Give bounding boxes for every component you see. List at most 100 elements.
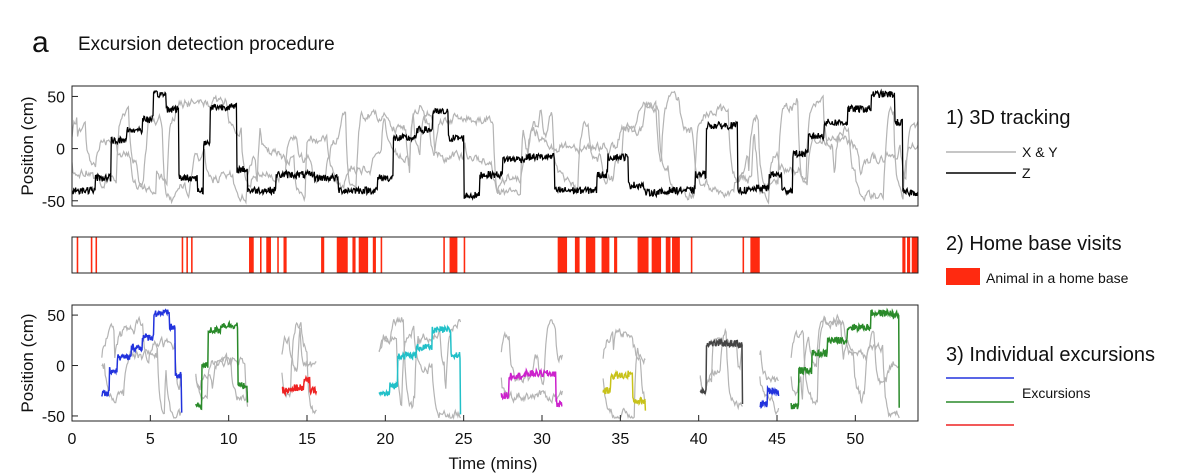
excursion-trace — [759, 384, 780, 410]
tracking-frame — [71, 85, 919, 207]
tracking-ytick-label: 50 — [47, 89, 65, 106]
excursion-xy-trace — [195, 355, 249, 407]
legend-excursions-label: Excursions — [1022, 385, 1090, 401]
home-base-visit — [742, 237, 745, 273]
home-base-visit — [665, 237, 671, 273]
excursion-traces — [101, 307, 900, 420]
x-axis-label: Time (mins) — [448, 454, 537, 473]
home-base-visit — [557, 237, 568, 273]
excursions-xtick-label: 20 — [376, 431, 394, 448]
home-base-visit — [277, 237, 279, 273]
step-home-base-label: 2) Home base visits — [946, 233, 1122, 255]
home-base-visit — [911, 237, 918, 273]
excursions-xtick-label: 30 — [533, 431, 551, 448]
excursions-xtick-label: 15 — [298, 431, 316, 448]
tracking-ytick-label: -50 — [42, 194, 65, 211]
excursions-xtick-label: 35 — [611, 431, 629, 448]
excursions-ytick-label: -50 — [42, 409, 65, 426]
home-base-visit — [672, 237, 680, 273]
excursion-trace — [378, 324, 462, 415]
home-base-visit — [463, 237, 466, 273]
step-tracking-label: 1) 3D tracking — [946, 107, 1071, 129]
excursion-xy-trace — [281, 321, 317, 415]
excursions-xtick-label: 40 — [690, 431, 708, 448]
home-base-visit — [95, 237, 98, 273]
home-base-visit — [449, 237, 458, 273]
home-base-visit — [191, 237, 193, 273]
excursions-xtick-label: 50 — [846, 431, 864, 448]
home-base-visit — [90, 237, 93, 273]
excursion-trace — [790, 307, 900, 410]
home-base-visit — [336, 237, 348, 273]
excursion-trace — [699, 337, 744, 405]
excursion-xy-trace — [759, 376, 780, 416]
panel-title: Excursion detection procedure — [78, 34, 335, 55]
legend-xy-label: X & Y — [1022, 144, 1058, 160]
home-base-visit — [358, 237, 369, 273]
home-base-visit — [601, 237, 610, 273]
excursion-xy-trace — [378, 316, 462, 410]
home-base-visit — [585, 237, 596, 273]
excursion-trace — [500, 367, 563, 408]
home-base-plot — [71, 236, 919, 274]
excursion-trace — [195, 319, 249, 411]
home-base-visit — [260, 237, 262, 273]
panel-letter: a — [32, 26, 49, 59]
home-base-visit — [181, 237, 184, 273]
home-base-visit — [76, 237, 79, 273]
legend-z-label: Z — [1022, 165, 1031, 181]
z-trace — [72, 88, 918, 201]
home-base-visit — [637, 237, 649, 273]
home-base-visit — [574, 237, 580, 273]
home-base-visit — [249, 237, 254, 273]
excursion-xy-trace — [101, 315, 183, 390]
step-excursions-label: 3) Individual excursions — [946, 344, 1155, 366]
home-base-visit — [902, 237, 906, 273]
legend-home-base-label: Animal in a home base — [986, 270, 1129, 286]
home-base-visit — [651, 237, 662, 273]
home-base-visit — [443, 237, 445, 273]
excursion-xy-trace — [500, 377, 563, 405]
excursion-xy-trace — [378, 325, 461, 420]
home-base-visit — [380, 237, 383, 273]
home-base-visit — [372, 237, 376, 273]
home-base-frame — [71, 236, 919, 274]
excursions-frame — [71, 304, 919, 422]
tracking-traces — [72, 88, 918, 205]
excursion-xy-trace — [195, 352, 249, 402]
excursions-ylabel: Position (cm) — [18, 313, 37, 412]
home-base-visit — [750, 237, 760, 273]
home-base-visit — [186, 237, 188, 273]
home-base-visit — [614, 237, 618, 273]
home-base-visit — [266, 237, 271, 273]
excursions-ytick-label: 0 — [56, 359, 65, 376]
excursion-xy-trace — [101, 347, 182, 419]
home-base-visit — [352, 237, 356, 273]
xy-trace — [72, 94, 918, 205]
tracking-ylabel: Position (cm) — [18, 96, 37, 195]
excursion-xy-trace — [790, 315, 900, 400]
home-base-visit — [907, 237, 911, 273]
excursion-xy-trace — [759, 350, 779, 384]
home-base-visit — [283, 237, 287, 273]
excursion-xy-trace — [602, 347, 646, 420]
excursion-trace — [602, 369, 647, 411]
excursion-xy-trace — [699, 327, 743, 411]
excursions-xtick-label: 0 — [68, 431, 77, 448]
excursions-xtick-label: 10 — [220, 431, 238, 448]
tracking-plot: -50 0 50 — [42, 85, 919, 211]
excursion-trace — [281, 374, 318, 397]
home-base-visit — [321, 237, 325, 273]
excursion-trace — [101, 308, 183, 413]
excursion-xy-trace — [790, 313, 900, 419]
legend-home-base-swatch — [946, 268, 980, 285]
excursions-xtick-label: 45 — [768, 431, 786, 448]
tracking-ytick-label: 0 — [56, 142, 65, 159]
excursions-ytick-label: 50 — [47, 308, 65, 325]
home-base-visit — [690, 237, 693, 273]
excursion-xy-trace — [602, 328, 646, 366]
xy-trace — [72, 90, 918, 205]
excursions-xtick-label: 5 — [146, 431, 155, 448]
